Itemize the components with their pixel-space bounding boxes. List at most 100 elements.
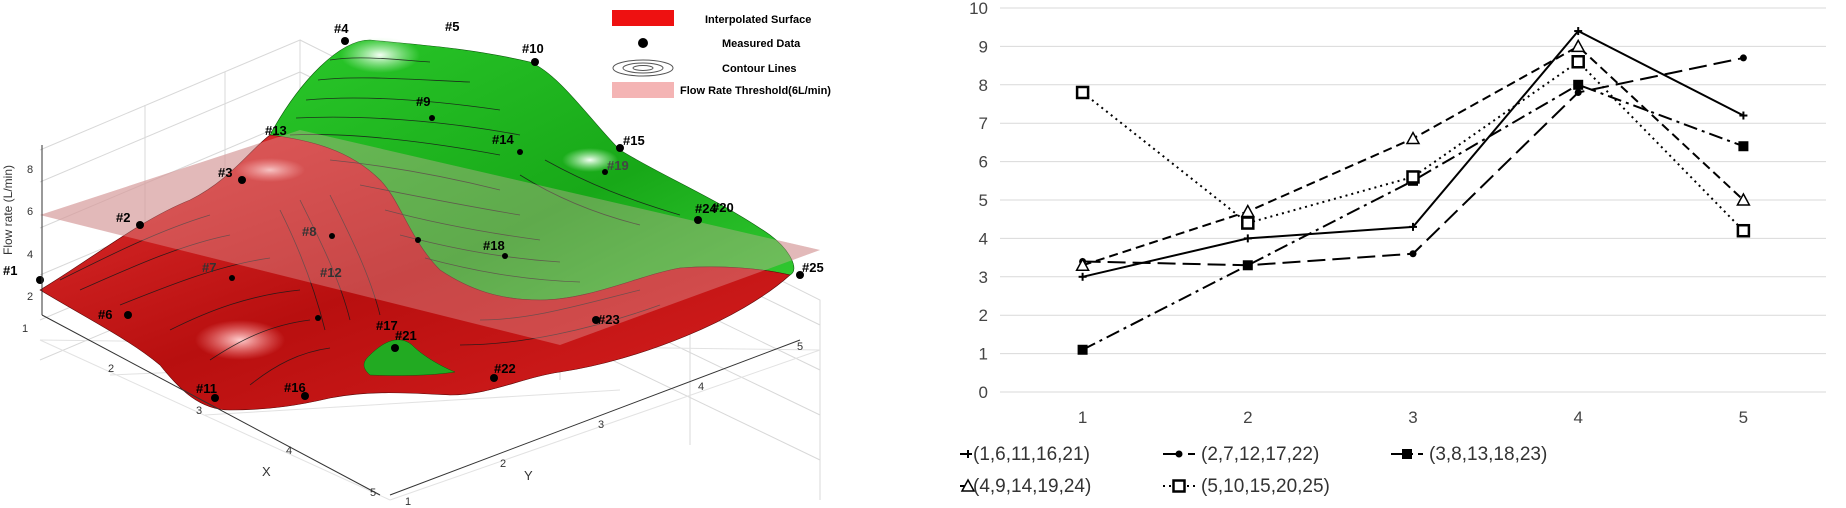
data-point	[1243, 234, 1252, 243]
point-8: #8	[302, 224, 335, 239]
threshold-plane-front	[40, 130, 820, 345]
data-point	[1736, 223, 1751, 238]
legend-label: (2,7,12,17,22)	[1201, 444, 1319, 465]
svg-text:#7: #7	[202, 260, 216, 275]
z-tick: 4	[27, 249, 33, 261]
svg-text:#18: #18	[483, 238, 505, 253]
point-7: #7	[202, 260, 235, 281]
svg-text:#14: #14	[492, 132, 514, 147]
contour-lines	[59, 57, 681, 386]
legend-label: (4,9,14,19,24)	[973, 476, 1091, 497]
svg-text:#24: #24	[695, 201, 717, 216]
svg-text:#23: #23	[598, 312, 620, 327]
y-tick-label: 10	[969, 0, 988, 18]
point-20: #20	[712, 200, 734, 215]
y-tick-label: 9	[979, 37, 988, 56]
data-point	[1409, 222, 1417, 231]
data-point	[1405, 130, 1421, 145]
point-1: #1	[3, 263, 44, 284]
measured-points: #1 #2 #3 #4 #5 #6 #7 #8 #9 #10 #11 #12 #…	[3, 19, 824, 402]
point-23: #23	[592, 312, 620, 327]
x-axis-ticks: 1 2 3 4 5	[22, 323, 376, 499]
y-axis-label: Y	[524, 468, 533, 483]
y-tick-label: 6	[979, 153, 988, 172]
data-point	[1242, 260, 1253, 271]
legend-label: (5,10,15,20,25)	[1201, 476, 1330, 497]
legend-red-swatch	[612, 10, 674, 26]
legend-label: (1,6,11,16,21)	[973, 444, 1090, 465]
data-point	[1574, 88, 1582, 96]
svg-text:#9: #9	[416, 94, 430, 109]
legend-marker	[1172, 479, 1186, 493]
svg-text:#5: #5	[445, 19, 459, 34]
y-tick: 4	[698, 381, 704, 393]
point-25: #25	[796, 260, 824, 279]
svg-text:#12: #12	[320, 265, 342, 280]
data-point	[1240, 203, 1256, 218]
point-3: #3	[218, 165, 246, 184]
y-tick: 2	[500, 458, 506, 470]
z-tick: 2	[27, 291, 33, 303]
legend-label-threshold: Flow Rate Threshold(6L/min)	[680, 85, 831, 97]
svg-text:#11: #11	[196, 381, 217, 396]
svg-text:#21: #21	[395, 328, 417, 343]
y-tick-label: 0	[979, 383, 988, 402]
svg-text:#10: #10	[522, 41, 544, 56]
point-9: #9	[416, 94, 435, 121]
data-point	[1574, 27, 1583, 36]
data-point	[1075, 85, 1090, 100]
axes	[41, 145, 801, 496]
y-tick-label: 8	[979, 76, 988, 95]
z-axis-label: Flow rate (L/min)	[1, 165, 15, 255]
x-tick-label: 1	[1078, 408, 1087, 427]
legend-label: (3,8,13,18,23)	[1429, 444, 1547, 465]
legend-dot-swatch	[638, 38, 648, 48]
point-18: #18	[483, 238, 508, 259]
point-2: #2	[116, 210, 144, 229]
green-island	[363, 339, 456, 376]
x-tick-label: 2	[1243, 408, 1252, 427]
legend-entry-5: (5,10,15,20,25)	[1163, 476, 1330, 497]
x-tick: 5	[370, 487, 376, 499]
point-10: #10	[522, 41, 544, 66]
svg-text:#25: #25	[802, 260, 824, 275]
svg-text:#22: #22	[494, 361, 516, 376]
data-point	[1077, 344, 1088, 355]
point-4: #4	[334, 21, 349, 45]
svg-text:#15: #15	[623, 133, 645, 148]
series-3	[1077, 79, 1749, 355]
series-line	[1082, 29, 1744, 278]
y-tick: 3	[598, 419, 604, 431]
y-tick-label: 7	[979, 114, 988, 133]
series-4	[1075, 38, 1751, 272]
y-tick-label: 3	[979, 268, 988, 287]
x-axis-ticks: 1 2 3 4 5	[1078, 408, 1748, 427]
legend-label-surface: Interpolated Surface	[705, 14, 811, 26]
data-point	[1571, 55, 1585, 69]
point-22: #22	[490, 361, 516, 382]
data-point	[1738, 141, 1749, 152]
data-point	[1736, 192, 1751, 206]
legend-label-contour: Contour Lines	[722, 63, 797, 75]
data-point	[1406, 170, 1420, 184]
data-point	[1075, 257, 1090, 272]
legend-entry-3: (3,8,13,18,23)	[1391, 444, 1547, 465]
svg-text:#13: #13	[265, 123, 287, 138]
y-tick-label: 2	[979, 306, 988, 325]
y-tick-label: 4	[979, 229, 988, 248]
point-21: #21	[391, 328, 417, 352]
x-axis-label: X	[262, 464, 271, 479]
data-point	[1739, 54, 1747, 62]
svg-text:#3: #3	[218, 165, 232, 180]
grid-lines	[1000, 7, 1826, 393]
svg-text:#8: #8	[302, 224, 316, 239]
x-tick: 3	[196, 405, 202, 417]
svg-text:#16: #16	[284, 380, 306, 395]
x-tick-label: 3	[1408, 408, 1417, 427]
x-tick-label: 5	[1739, 408, 1748, 427]
svg-text:#2: #2	[116, 210, 130, 225]
legend-rings-swatch	[612, 59, 674, 77]
x-tick: 4	[286, 445, 292, 457]
legend-marker	[960, 478, 976, 492]
point-12: #12	[315, 265, 342, 321]
